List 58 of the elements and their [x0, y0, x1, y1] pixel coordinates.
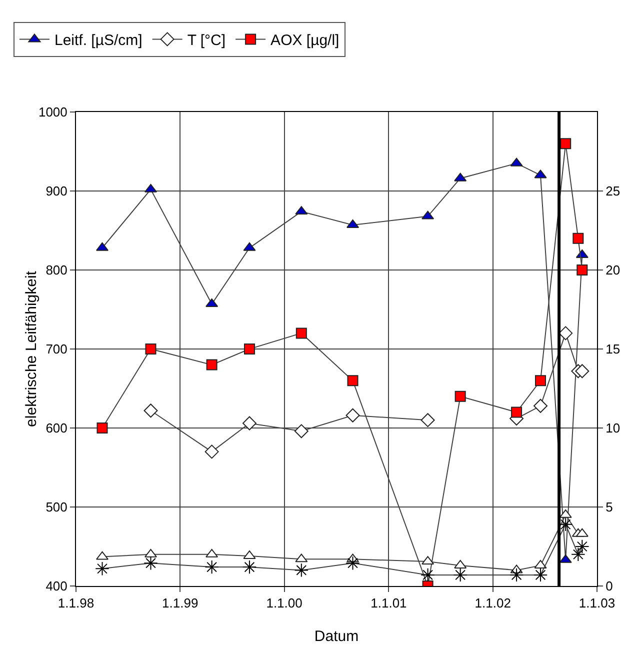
legend-label: T [°C]	[187, 32, 226, 50]
point	[572, 232, 584, 244]
y2-tick-label: 15	[606, 342, 620, 357]
point	[294, 424, 308, 438]
y2-tick-label: 25	[606, 184, 620, 199]
y2-tick-label: 0	[606, 578, 613, 594]
y-tick-label: 700	[46, 342, 68, 357]
point	[576, 264, 588, 276]
x-tick-label: 1.1.99	[162, 596, 198, 611]
y2-tick-label: 5	[606, 500, 613, 515]
point	[204, 560, 219, 574]
point	[420, 568, 435, 582]
x-tick-label: 1.1.01	[370, 596, 407, 611]
legend-label: AOX [µg/l]	[270, 32, 340, 50]
point	[571, 547, 586, 562]
point	[560, 138, 572, 150]
point	[206, 359, 218, 370]
point	[454, 390, 466, 402]
point	[533, 568, 548, 582]
point	[144, 556, 158, 570]
x-tick-label: 1.1.00	[266, 596, 302, 611]
point	[144, 404, 158, 418]
x-tick-label: 1.1.02	[474, 596, 511, 611]
point	[420, 413, 435, 428]
point	[346, 556, 360, 570]
point	[96, 422, 108, 434]
y-tick-label: 600	[46, 420, 68, 436]
point	[204, 444, 219, 459]
point	[242, 416, 256, 430]
point	[535, 375, 546, 386]
point	[347, 375, 358, 386]
legend-label: Leitf. [µS/cm]	[54, 32, 142, 50]
point	[558, 517, 573, 532]
point	[453, 568, 468, 582]
y-axis-title: elektrische Leitfähigkeit	[23, 270, 40, 427]
point	[575, 539, 590, 554]
x-axis-title: Datum	[314, 628, 359, 645]
y-tick-label: 900	[46, 184, 68, 199]
point	[558, 326, 573, 340]
point	[296, 328, 307, 339]
y-tick-label: 1000	[38, 104, 68, 120]
y2-tick-label: 10	[606, 420, 620, 436]
y-tick-label: 400	[46, 578, 68, 594]
point	[575, 364, 590, 378]
y-tick-label: 500	[46, 500, 68, 515]
x-tick-label: 1.1.03	[578, 596, 616, 611]
point	[95, 562, 110, 576]
x-tick-label: 1.1.98	[58, 596, 94, 611]
y2-tick-label: 20	[606, 262, 620, 278]
y-tick-label: 800	[46, 262, 68, 278]
point	[242, 560, 257, 574]
point	[294, 563, 309, 578]
point	[145, 344, 156, 354]
point	[509, 568, 524, 582]
point	[511, 406, 522, 418]
point	[534, 398, 548, 413]
point	[346, 408, 360, 422]
point	[244, 344, 255, 354]
